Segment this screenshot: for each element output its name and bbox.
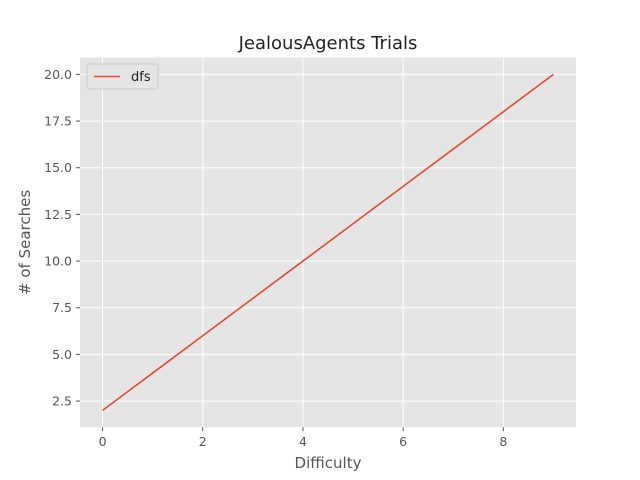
y-tick-label: 17.5 [44, 114, 72, 129]
x-tick-label: 6 [399, 434, 407, 449]
y-tick-label: 10.0 [44, 254, 72, 269]
y-tick-label: 2.5 [52, 394, 72, 409]
y-tick-label: 12.5 [44, 207, 72, 222]
y-tick-label: 7.5 [52, 300, 72, 315]
grid [80, 57, 576, 428]
series-line-dfs [102, 73, 554, 412]
x-tick-label: 4 [299, 434, 307, 449]
legend-label-dfs: dfs [131, 70, 151, 85]
x-tick-label: 0 [99, 434, 107, 449]
legend-box [86, 63, 159, 90]
x-tick-label: 2 [199, 434, 207, 449]
x-axis-label: Difficulty [295, 454, 362, 472]
x-tick-label: 8 [499, 434, 507, 449]
legend: dfs [86, 63, 159, 90]
y-tick-label: 15.0 [44, 160, 72, 175]
chart-title: JealousAgents Trials [238, 33, 418, 54]
x-axis-ticks: 0 2 4 6 8 [99, 427, 507, 449]
y-tick-label: 5.0 [52, 347, 72, 362]
y-axis-label: # of Searches [16, 190, 34, 295]
y-tick-label: 20.0 [44, 67, 72, 82]
y-axis-ticks: 2.5 5.0 7.5 10.0 12.5 15.0 17.5 20.0 [44, 67, 80, 409]
series-layer [102, 73, 554, 412]
